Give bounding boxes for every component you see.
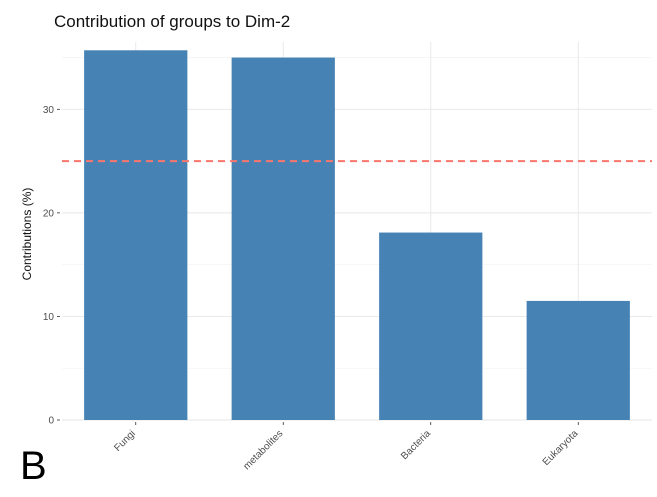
chart-title: Contribution of groups to Dim-2 bbox=[54, 12, 290, 31]
panel-label: B bbox=[20, 444, 47, 488]
bar-eukaryota bbox=[526, 300, 630, 420]
x-axis: Fungi metabolites Bacteria Eukaryota bbox=[112, 422, 581, 472]
y-tick-label: 20 bbox=[43, 208, 55, 219]
y-tick-label: 0 bbox=[48, 416, 54, 427]
bar-bacteria bbox=[379, 232, 483, 420]
y-axis-label: Contributions (%) bbox=[20, 188, 34, 281]
x-tick-label-bacteria: Bacteria bbox=[399, 428, 433, 462]
y-tick-label: 30 bbox=[43, 105, 55, 116]
x-tick-label-eukaryota: Eukaryota bbox=[541, 428, 581, 468]
bar-fungi bbox=[84, 50, 188, 420]
bars bbox=[84, 50, 630, 421]
y-axis: 0 10 20 30 bbox=[43, 105, 60, 427]
bar-metabolites bbox=[231, 57, 335, 421]
x-tick-label-metabolites: metabolites bbox=[241, 428, 285, 472]
y-tick-label: 10 bbox=[43, 312, 55, 323]
x-tick-label-fungi: Fungi bbox=[112, 428, 137, 453]
